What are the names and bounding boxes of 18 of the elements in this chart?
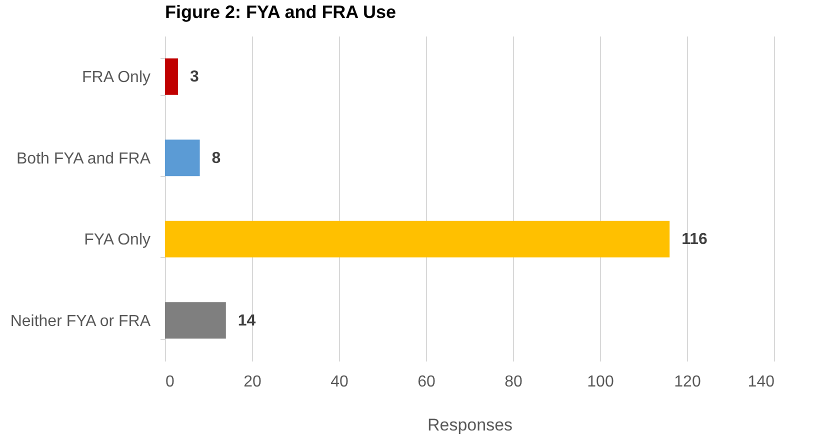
x-tick-label: 0 xyxy=(166,374,174,390)
chart-title: Figure 2: FYA and FRA Use xyxy=(165,2,396,22)
y-tick-label: FYA Only xyxy=(84,232,150,249)
data-label: 14 xyxy=(238,312,256,330)
y-tick-label: Neither FYA or FRA xyxy=(10,312,151,330)
x-tick-label: 40 xyxy=(330,374,348,390)
data-label: 116 xyxy=(682,231,708,248)
y-tick-label: Both FYA and FRA xyxy=(16,150,151,168)
x-axis-title: Responses xyxy=(427,416,513,434)
x-tick-label: 20 xyxy=(244,374,262,390)
x-tick-label: 140 xyxy=(748,374,775,390)
x-tick-label: 120 xyxy=(674,374,701,390)
x-tick-label: 80 xyxy=(504,374,522,390)
data-label: 8 xyxy=(212,150,221,167)
y-tick-label: FRA Only xyxy=(82,69,150,86)
data-label: 3 xyxy=(190,68,200,86)
x-tick-label: 60 xyxy=(418,374,436,390)
x-tick-label: 100 xyxy=(587,374,614,390)
